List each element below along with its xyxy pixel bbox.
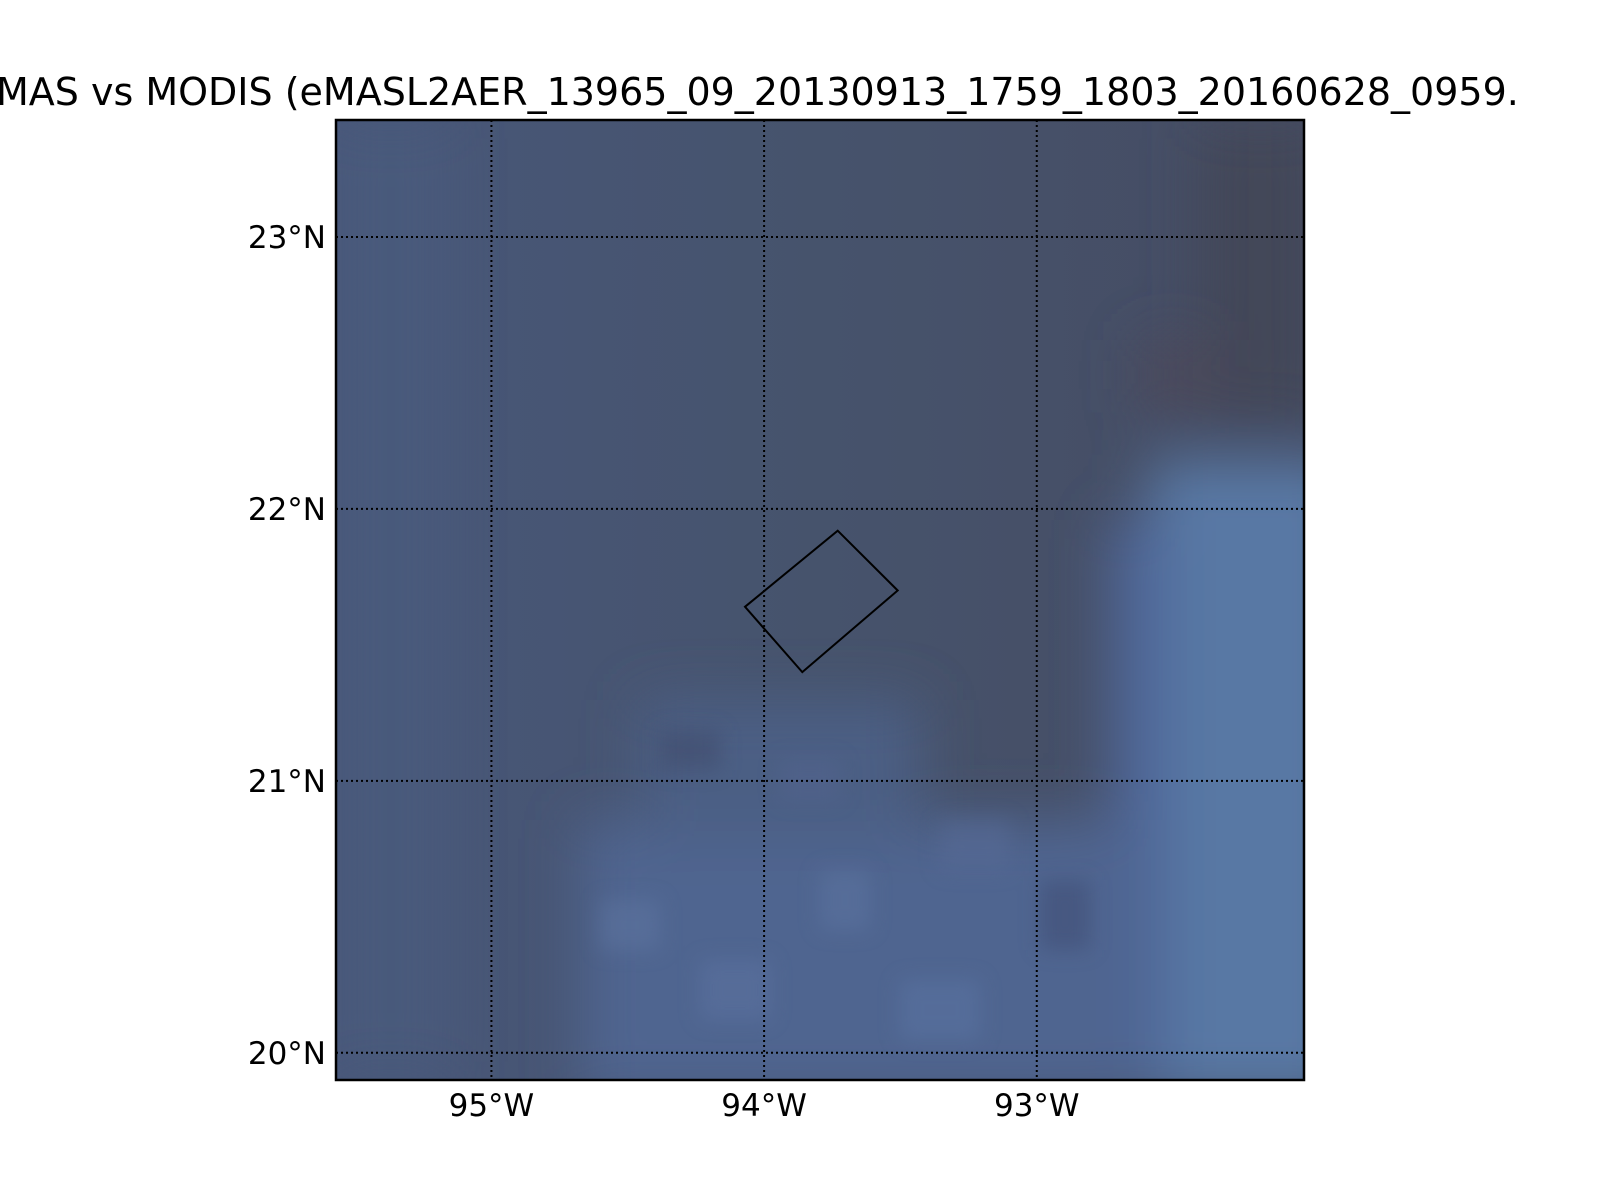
- map-title: MAS vs MODIS (eMASL2AER_13965_09_2013091…: [0, 70, 1519, 114]
- satellite-imagery: [336, 120, 1304, 1080]
- imagery-texture: [600, 730, 1090, 1040]
- longitude-tick-label: 93°W: [994, 1088, 1080, 1124]
- longitude-tick-label: 95°W: [449, 1088, 535, 1124]
- latitude-tick-label: 21°N: [248, 764, 326, 800]
- longitude-labels: 95°W 94°W 93°W: [449, 1088, 1080, 1124]
- latitude-tick-label: 20°N: [248, 1036, 326, 1072]
- mas-footprint-outline: [743, 529, 900, 674]
- longitude-tick-label: 94°W: [721, 1088, 807, 1124]
- latitude-tick-label: 23°N: [248, 220, 326, 256]
- latitude-labels: 23°N 22°N 21°N 20°N: [248, 220, 326, 1072]
- graticule: [336, 120, 1304, 1080]
- latitude-tick-label: 22°N: [248, 492, 326, 528]
- map-frame: [334, 118, 1306, 1082]
